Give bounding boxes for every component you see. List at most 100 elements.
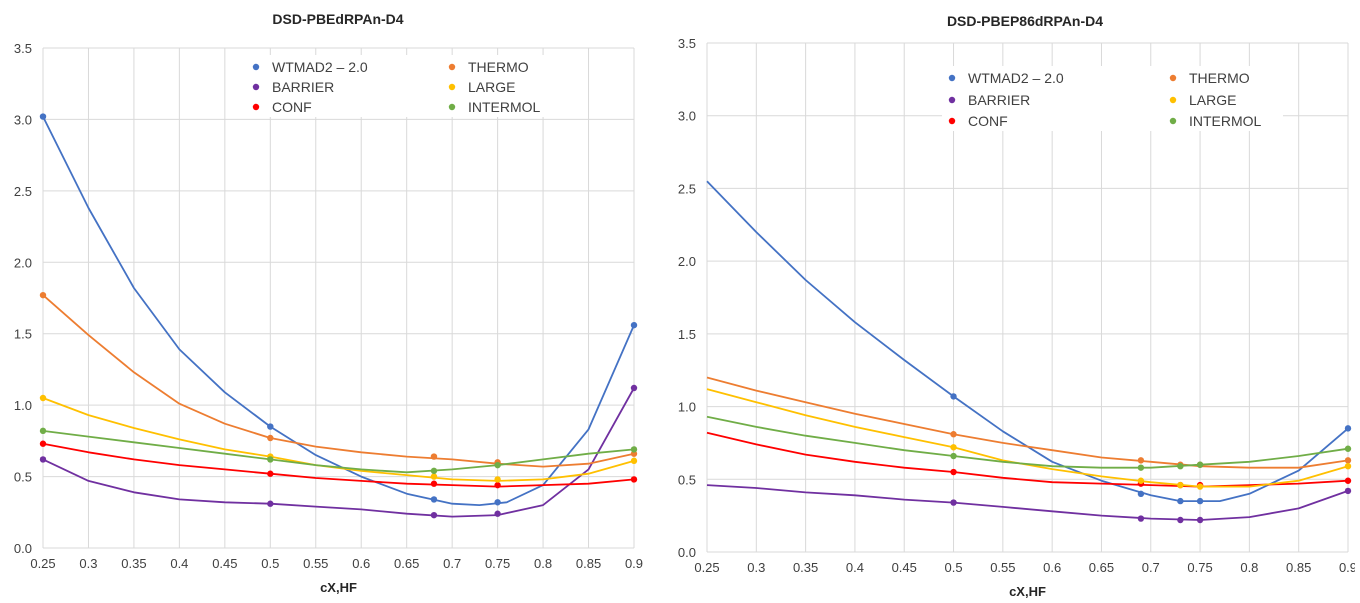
data-point-large bbox=[630, 457, 638, 465]
data-point-intermol bbox=[430, 467, 438, 475]
data-point-barrier bbox=[267, 500, 274, 507]
legend-label: LARGE bbox=[1189, 92, 1236, 108]
legend-label: INTERMOL bbox=[1189, 113, 1262, 129]
x-tick-label: 0.9 bbox=[625, 556, 643, 571]
data-point-large bbox=[950, 444, 957, 451]
legend-marker bbox=[252, 63, 260, 71]
chart-dsd-pbep86drpan-d4: 0.25 0.3 0.35 0.4 0.45 0.5 0.55 0.6 0.65 0.7 0.75 0… bbox=[678, 13, 1355, 599]
data-point-large bbox=[430, 473, 438, 480]
data-point-wtmad2 bbox=[430, 496, 438, 503]
data-point-intermol bbox=[1344, 445, 1352, 452]
data-point-thermo bbox=[950, 431, 957, 438]
y-tick-label: 1.0 bbox=[678, 400, 696, 415]
y-tick-label: 2.5 bbox=[678, 181, 696, 196]
data-point-large bbox=[1137, 477, 1145, 484]
x-tick-label: 0.4 bbox=[846, 560, 864, 575]
data-point-conf bbox=[267, 470, 274, 477]
data-point-barrier bbox=[1137, 515, 1145, 522]
x-tick-label: 0.7 bbox=[443, 556, 461, 571]
legend-label: BARRIER bbox=[968, 92, 1030, 108]
data-point-wtmad2 bbox=[1344, 425, 1352, 432]
data-point-large bbox=[1344, 462, 1352, 470]
x-tick-label: 0.85 bbox=[576, 556, 601, 571]
series-line-barrier bbox=[42, 387, 635, 518]
data-point-wtmad2 bbox=[267, 423, 274, 430]
legend-marker bbox=[252, 103, 260, 111]
legend-marker bbox=[948, 96, 956, 104]
series-line-intermol bbox=[706, 415, 1349, 469]
series-line-thermo bbox=[42, 294, 635, 468]
data-point-conf bbox=[430, 480, 438, 487]
x-tick-label: 0.65 bbox=[1089, 560, 1114, 575]
y-tick-label: 3.5 bbox=[678, 36, 696, 51]
legend-marker bbox=[1169, 96, 1177, 104]
data-point-intermol bbox=[267, 456, 274, 463]
data-point-intermol bbox=[950, 452, 957, 460]
x-axis-label: cX,HF bbox=[320, 580, 357, 595]
y-tick-label: 0.0 bbox=[14, 541, 32, 556]
data-point-wtmad2 bbox=[950, 393, 957, 400]
y-tick-label: 0.5 bbox=[678, 472, 696, 487]
x-tick-label: 0.65 bbox=[394, 556, 419, 571]
y-tick-label: 2.0 bbox=[14, 255, 32, 270]
series-line-conf bbox=[42, 442, 635, 488]
x-tick-label: 0.8 bbox=[1240, 560, 1258, 575]
data-point-wtmad2 bbox=[1196, 497, 1204, 505]
x-tick-label: 0.6 bbox=[1043, 560, 1061, 575]
data-point-wtmad2 bbox=[39, 113, 47, 120]
legend-marker bbox=[448, 63, 456, 71]
data-point-intermol bbox=[39, 427, 47, 435]
legend-label: WTMAD2 – 2.0 bbox=[272, 59, 368, 75]
x-axis-label: cX,HF bbox=[1009, 584, 1046, 599]
legend-background bbox=[246, 55, 562, 117]
y-tick-label: 1.5 bbox=[14, 327, 32, 342]
y-tick-label: 2.0 bbox=[678, 254, 696, 269]
x-tick-label: 0.6 bbox=[352, 556, 370, 571]
legend-background bbox=[942, 66, 1283, 131]
legend-marker bbox=[448, 83, 456, 91]
data-point-thermo bbox=[267, 434, 274, 442]
series-line-large bbox=[42, 397, 635, 482]
data-point-thermo bbox=[430, 453, 438, 460]
series-line-wtmad2 bbox=[42, 116, 635, 506]
x-tick-label: 0.9 bbox=[1339, 560, 1355, 575]
legend-label: LARGE bbox=[468, 79, 515, 95]
legend-label: INTERMOL bbox=[468, 99, 541, 115]
data-point-conf bbox=[494, 481, 501, 489]
x-tick-label: 0.55 bbox=[990, 560, 1015, 575]
data-point-intermol bbox=[630, 446, 638, 453]
series-line-wtmad2 bbox=[706, 180, 1349, 502]
data-point-intermol bbox=[1137, 464, 1145, 471]
data-point-large bbox=[1177, 481, 1184, 489]
x-tick-label: 0.75 bbox=[1187, 560, 1212, 575]
data-point-wtmad2 bbox=[1137, 490, 1145, 498]
data-point-conf bbox=[630, 476, 638, 483]
data-point-barrier bbox=[1196, 516, 1204, 524]
data-point-barrier bbox=[430, 511, 438, 519]
data-point-barrier bbox=[39, 456, 47, 463]
legend-marker bbox=[252, 83, 260, 91]
x-tick-label: 0.3 bbox=[747, 560, 765, 575]
chart-dsd-pbedrpan-d4: 0.25 0.3 0.35 0.4 0.45 0.5 0.55 0.6 0.65 0.7 0.75 0… bbox=[14, 11, 643, 595]
x-tick-label: 0.4 bbox=[170, 556, 188, 571]
data-point-thermo bbox=[1344, 457, 1352, 464]
y-tick-label: 0.0 bbox=[678, 545, 696, 560]
y-tick-label: 3.5 bbox=[14, 41, 32, 56]
data-point-wtmad2 bbox=[630, 321, 638, 329]
chart-title: DSD-PBEP86dRPAn-D4 bbox=[947, 13, 1103, 29]
series-line-conf bbox=[706, 431, 1349, 488]
data-point-conf bbox=[1344, 477, 1352, 484]
legend-label: WTMAD2 – 2.0 bbox=[968, 70, 1064, 86]
x-tick-label: 0.35 bbox=[793, 560, 818, 575]
data-point-large bbox=[1196, 483, 1204, 490]
y-tick-label: 3.0 bbox=[14, 112, 32, 127]
x-tick-label: 0.5 bbox=[261, 556, 279, 571]
series-line-thermo bbox=[706, 376, 1349, 469]
x-tick-label: 0.75 bbox=[485, 556, 510, 571]
x-tick-label: 0.45 bbox=[892, 560, 917, 575]
x-tick-label: 0.35 bbox=[121, 556, 146, 571]
data-point-barrier bbox=[1344, 487, 1352, 495]
data-point-wtmad2 bbox=[1177, 497, 1184, 505]
legend-marker bbox=[948, 117, 956, 125]
